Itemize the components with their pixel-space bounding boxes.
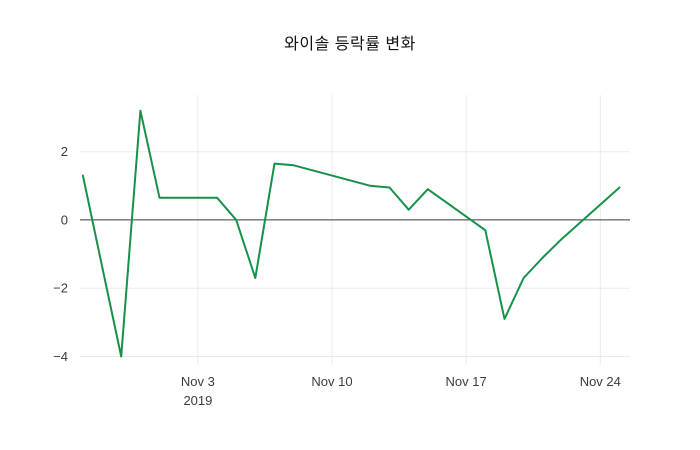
x-tick-label: Nov 24: [580, 374, 621, 389]
y-tick-label: −2: [53, 281, 68, 296]
x-tick-label: Nov 17: [445, 374, 486, 389]
y-tick-label: 0: [61, 212, 68, 227]
chart-title: 와이솔 등락률 변화: [284, 36, 416, 53]
x-tick-label: Nov 10: [311, 374, 352, 389]
x-tick-sublabel: 2019: [183, 393, 212, 408]
y-tick-label: −4: [53, 349, 68, 364]
series-line: [81, 109, 621, 358]
x-tick-label: Nov 3: [181, 374, 215, 389]
y-tick-label: 2: [61, 144, 68, 159]
